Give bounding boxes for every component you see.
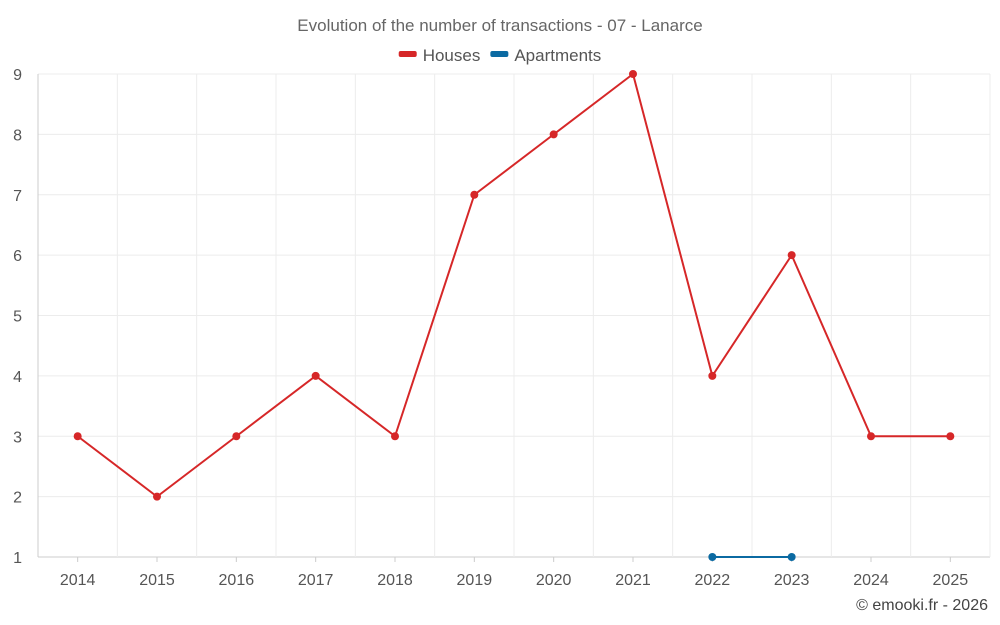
copyright-credit: © emooki.fr - 2026	[856, 597, 988, 614]
series-apartments	[708, 553, 796, 561]
y-tick-label: 6	[13, 248, 22, 265]
data-point-houses[interactable]	[73, 432, 82, 441]
x-tick-label: 2014	[60, 572, 96, 589]
legend-label-houses[interactable]: Houses	[423, 46, 481, 65]
axes: 1 2 3 4 5 6 7 8 9 2014 2015 2016 2017 2018 2019 2020 202…	[13, 67, 968, 589]
data-point-houses[interactable]	[470, 190, 479, 199]
x-tick-label: 2024	[853, 572, 889, 589]
series-line-houses	[77, 73, 951, 498]
series-layer	[73, 70, 955, 561]
x-tick-label: 2018	[377, 572, 413, 589]
y-tick-label: 2	[13, 490, 22, 507]
y-tick-label: 8	[13, 127, 22, 144]
x-tick-label: 2015	[139, 572, 175, 589]
y-tick-label: 5	[13, 309, 22, 326]
data-point-houses[interactable]	[787, 251, 796, 260]
x-tick-label: 2025	[933, 572, 969, 589]
grid	[37, 73, 991, 558]
chart-title: Evolution of the number of transactions …	[297, 16, 702, 35]
y-tick-label: 1	[13, 550, 22, 567]
data-point-houses[interactable]	[629, 70, 637, 78]
data-point-apartments[interactable]	[708, 553, 717, 561]
legend-swatch-apartments	[490, 51, 509, 57]
y-tick-label: 9	[13, 67, 22, 84]
data-point-houses[interactable]	[708, 371, 717, 380]
data-point-houses[interactable]	[549, 130, 558, 139]
legend-swatch-houses	[398, 51, 417, 57]
data-point-houses[interactable]	[153, 492, 161, 501]
y-tick-label: 7	[13, 188, 22, 205]
data-point-houses[interactable]	[391, 432, 399, 441]
y-tick-label: 4	[13, 369, 22, 386]
x-tick-label: 2019	[457, 572, 493, 589]
data-point-houses[interactable]	[867, 432, 875, 441]
data-point-apartments[interactable]	[787, 553, 796, 561]
x-tick-label: 2022	[695, 572, 731, 589]
legend-label-apartments[interactable]: Apartments	[514, 46, 601, 65]
x-tick-label: 2017	[298, 572, 334, 589]
x-tick-label: 2020	[536, 572, 572, 589]
x-tick-label: 2021	[615, 572, 651, 589]
data-point-houses[interactable]	[232, 432, 241, 441]
data-point-houses[interactable]	[311, 371, 320, 380]
x-tick-label: 2016	[219, 572, 255, 589]
y-tick-label: 3	[13, 429, 22, 446]
legend: Houses Apartments	[398, 46, 601, 65]
series-houses	[73, 70, 955, 501]
x-tick-label: 2023	[774, 572, 810, 589]
data-point-houses[interactable]	[946, 432, 955, 441]
